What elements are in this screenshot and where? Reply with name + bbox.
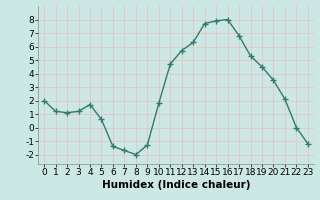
X-axis label: Humidex (Indice chaleur): Humidex (Indice chaleur)	[102, 180, 250, 190]
